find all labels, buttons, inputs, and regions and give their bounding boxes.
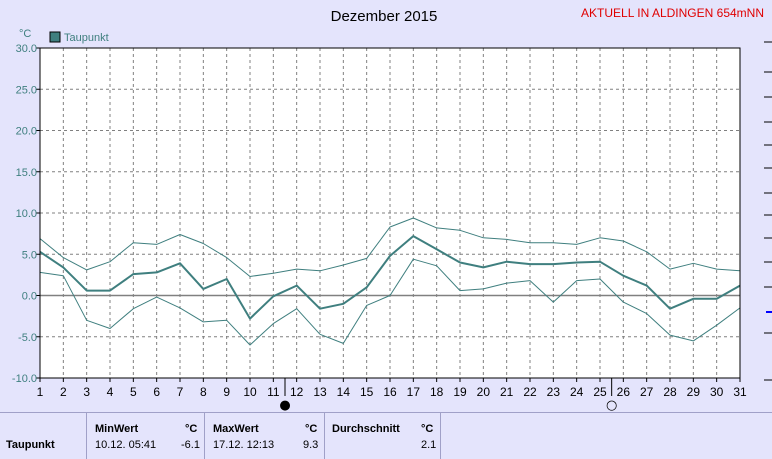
stats-max-unit: °C bbox=[305, 423, 318, 435]
stats-min-time: 10.12. 05:41 bbox=[95, 439, 157, 451]
x-tick-label: 14 bbox=[337, 385, 351, 399]
grid bbox=[40, 48, 740, 378]
stats-avg-header: Durchschnitt bbox=[332, 423, 400, 435]
y-tick-label: 15.0 bbox=[16, 167, 37, 179]
x-tick-label: 4 bbox=[107, 385, 114, 399]
stats-avg-unit: °C bbox=[421, 423, 434, 435]
day-markers: ● ○ bbox=[279, 378, 617, 412]
series-line-min bbox=[39, 258, 741, 346]
stats-avg-cell: Durchschnitt °C 2.1 bbox=[324, 413, 441, 459]
x-tick-label: 20 bbox=[477, 385, 491, 399]
x-tick-label: 9 bbox=[223, 385, 230, 399]
stats-min-header: MinWert bbox=[95, 423, 139, 435]
x-tick-label: 8 bbox=[200, 385, 207, 399]
x-tick-label: 2 bbox=[60, 385, 67, 399]
x-tick-label: 3 bbox=[83, 385, 90, 399]
x-tick-label: 10 bbox=[243, 385, 257, 399]
series-line-Taupunkt bbox=[39, 235, 741, 320]
chart-title: Dezember 2015 bbox=[331, 8, 438, 25]
x-tick-label: 12 bbox=[290, 385, 304, 399]
x-tick-label: 19 bbox=[453, 385, 467, 399]
stats-min-unit: °C bbox=[185, 423, 198, 435]
legend: Taupunkt bbox=[49, 31, 109, 44]
x-tick-label: 6 bbox=[153, 385, 160, 399]
series-line-max bbox=[39, 217, 741, 277]
stats-avg-value: 2.1 bbox=[421, 439, 437, 451]
stats-max-header: MaxWert bbox=[213, 423, 259, 435]
unit-label: °C bbox=[19, 28, 31, 40]
y-tick-label: 0.0 bbox=[22, 291, 37, 303]
y-tick-label: -10.0 bbox=[12, 373, 37, 385]
chart: 1 2 3 4 5 6 7 8 9 10 11 12 13 14 15 16 17 18 19 20 21 22 23 24 2… bbox=[12, 6, 764, 412]
x-tick-label: 22 bbox=[523, 385, 537, 399]
series-layer bbox=[39, 217, 741, 346]
x-tick-label: 1 bbox=[37, 385, 44, 399]
x-tick-label: 31 bbox=[733, 385, 747, 399]
x-tick-label: 26 bbox=[617, 385, 631, 399]
station-link[interactable]: AKTUELL IN ALDINGEN 654mNN bbox=[581, 6, 764, 20]
x-tick-label: 21 bbox=[500, 385, 514, 399]
stats-min-cell: MinWert °C 10.12. 05:41 -6.1 bbox=[86, 413, 205, 459]
x-tick-label: 28 bbox=[663, 385, 677, 399]
x-tick-label: 15 bbox=[360, 385, 374, 399]
legend-swatch bbox=[49, 31, 61, 43]
plot-frame bbox=[39, 47, 741, 379]
y-tick-label: -5.0 bbox=[18, 332, 37, 344]
x-tick-label: 24 bbox=[570, 385, 584, 399]
x-tick-label: 23 bbox=[547, 385, 561, 399]
x-tick-label: 18 bbox=[430, 385, 444, 399]
x-tick-label: 30 bbox=[710, 385, 724, 399]
x-tick-label: 11 bbox=[267, 385, 280, 399]
stats-max-value: 9.3 bbox=[303, 439, 319, 451]
right-edge-strip bbox=[762, 30, 772, 410]
day-marker-symbol: ● bbox=[279, 398, 290, 412]
day-marker-symbol: ○ bbox=[606, 398, 617, 412]
stats-panel: Taupunkt MinWert °C 10.12. 05:41 -6.1 Ma… bbox=[0, 412, 772, 459]
y-tick-label: 30.0 bbox=[16, 43, 37, 55]
y-tick-label: 25.0 bbox=[16, 84, 37, 96]
stats-row-label: Taupunkt bbox=[6, 439, 55, 451]
x-tick-label: 17 bbox=[407, 385, 421, 399]
y-tick-label: 5.0 bbox=[22, 249, 37, 261]
x-tick-label: 27 bbox=[640, 385, 654, 399]
stats-min-value: -6.1 bbox=[181, 439, 200, 451]
axes bbox=[36, 47, 741, 382]
x-tick-label: 16 bbox=[383, 385, 397, 399]
x-tick-label: 25 bbox=[593, 385, 607, 399]
stats-max-cell: MaxWert °C 17.12. 12:13 9.3 bbox=[204, 413, 325, 459]
stats-max-time: 17.12. 12:13 bbox=[213, 439, 275, 451]
tick-labels: 1 2 3 4 5 6 7 8 9 10 11 12 13 14 15 16 17 18 19 20 21 22 23 24 2… bbox=[12, 43, 747, 399]
x-tick-label: 5 bbox=[130, 385, 137, 399]
x-tick-label: 29 bbox=[687, 385, 701, 399]
x-tick-label: 7 bbox=[177, 385, 184, 399]
x-tick-label: 13 bbox=[313, 385, 327, 399]
y-tick-label: 10.0 bbox=[16, 208, 37, 220]
stats-empty-cell bbox=[440, 413, 772, 459]
legend-label: Taupunkt bbox=[64, 32, 109, 44]
y-tick-label: 20.0 bbox=[16, 126, 37, 138]
